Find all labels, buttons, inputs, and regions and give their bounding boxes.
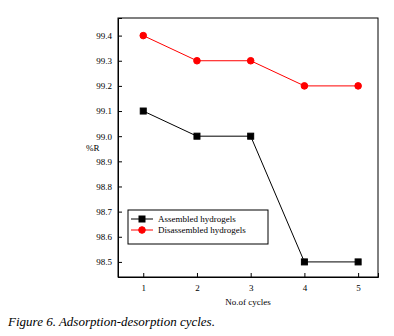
legend-marker bbox=[139, 216, 145, 222]
y-axis: 98.5 98.6 98.7 98.8 98.9 99.0 99.1 99.2 99.3 99.4 bbox=[96, 19, 122, 278]
y-tick-label: 99.1 bbox=[96, 106, 112, 116]
x-tick-label: 4 bbox=[303, 283, 308, 293]
point-marker bbox=[194, 57, 201, 64]
y-tick-mark bbox=[118, 86, 122, 87]
point-marker bbox=[248, 133, 254, 139]
x-tick-mark bbox=[304, 273, 305, 277]
y-tick: 99.0 bbox=[96, 132, 122, 142]
point-marker bbox=[194, 133, 200, 139]
y-tick-label: 99.3 bbox=[96, 56, 112, 66]
chart: 98.5 98.6 98.7 98.8 98.9 99.0 99.1 99.2 99.3 99.4… bbox=[0, 0, 394, 336]
x-tick: 2 bbox=[195, 273, 200, 293]
x-axis-line bbox=[119, 273, 379, 278]
y-tick: 99.2 bbox=[96, 81, 122, 91]
y-tick-label: 99.2 bbox=[96, 81, 112, 91]
y-tick-label: 98.5 bbox=[96, 257, 112, 267]
y-tick-mark bbox=[118, 262, 122, 263]
y-tick-label: 99.4 bbox=[96, 31, 112, 41]
y-tick-mark bbox=[118, 186, 122, 187]
x-tick: 5 bbox=[356, 273, 361, 293]
point-marker bbox=[247, 57, 254, 64]
plot-frame bbox=[118, 18, 378, 277]
y-tick-mark bbox=[118, 36, 122, 37]
y-tick-mark bbox=[118, 161, 122, 162]
y-tick: 98.7 bbox=[96, 207, 122, 217]
y-tick-label: 98.9 bbox=[96, 157, 112, 167]
y-tick-mark bbox=[118, 111, 122, 112]
y-tick: 98.5 bbox=[96, 257, 122, 267]
x-tick: 1 bbox=[141, 273, 146, 293]
y-tick-label: 98.6 bbox=[96, 232, 112, 242]
point-marker bbox=[355, 83, 362, 90]
x-tick-mark bbox=[143, 273, 144, 277]
y-tick: 98.6 bbox=[96, 232, 122, 242]
y-axis-line bbox=[119, 19, 123, 278]
x-axis: 1 2 3 4 5 bbox=[119, 273, 379, 293]
x-tick: 3 bbox=[249, 273, 254, 293]
series-line bbox=[143, 36, 358, 86]
point-marker bbox=[301, 83, 308, 90]
x-tick-label: 3 bbox=[249, 283, 254, 293]
point-marker bbox=[140, 32, 147, 39]
legend: Assembled hydrogelsDisassembled hydrogel… bbox=[128, 210, 268, 244]
legend-label: Disassembled hydrogels bbox=[158, 225, 246, 235]
point-marker bbox=[301, 259, 307, 265]
y-tick-label: 98.7 bbox=[96, 207, 112, 217]
y-tick: 99.4 bbox=[96, 31, 122, 41]
y-tick-mark bbox=[118, 61, 122, 62]
point-marker bbox=[140, 108, 146, 114]
x-tick-label: 1 bbox=[141, 283, 146, 293]
x-tick-label: 2 bbox=[195, 283, 200, 293]
y-tick-mark bbox=[118, 212, 122, 213]
y-tick: 99.1 bbox=[96, 106, 122, 116]
legend-box bbox=[128, 210, 268, 244]
x-tick-mark bbox=[251, 273, 252, 277]
legend-marker bbox=[139, 227, 146, 234]
x-tick: 4 bbox=[303, 273, 308, 293]
y-tick-label: 99.0 bbox=[96, 132, 112, 142]
y-tick-label: 98.8 bbox=[96, 182, 112, 192]
y-tick-mark bbox=[118, 237, 122, 238]
x-tick-label: 5 bbox=[356, 283, 361, 293]
y-tick: 98.9 bbox=[96, 157, 122, 167]
point-marker bbox=[355, 259, 361, 265]
x-tick-mark bbox=[197, 273, 198, 277]
y-tick-mark bbox=[118, 136, 122, 137]
caption: Figure 6. Adsorption-desorption cycles. bbox=[7, 314, 215, 329]
y-tick: 99.3 bbox=[96, 56, 122, 66]
legend-label: Assembled hydrogels bbox=[158, 214, 236, 224]
y-axis-title: %R bbox=[86, 143, 100, 153]
x-axis-title: No.of cycles bbox=[225, 297, 271, 307]
y-tick: 98.8 bbox=[96, 182, 122, 192]
x-tick-mark bbox=[358, 273, 359, 277]
